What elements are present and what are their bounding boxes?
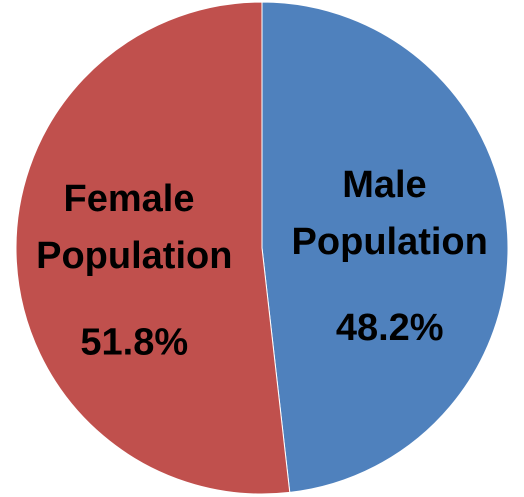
pie-slice (261, 1, 509, 493)
slice-label: Male Population (292, 164, 488, 263)
slice-value-label: 51.8% (80, 321, 188, 363)
pie-slice (15, 1, 291, 495)
slice-label: Female Population (36, 178, 232, 277)
slice-value-label: 48.2% (336, 307, 444, 349)
